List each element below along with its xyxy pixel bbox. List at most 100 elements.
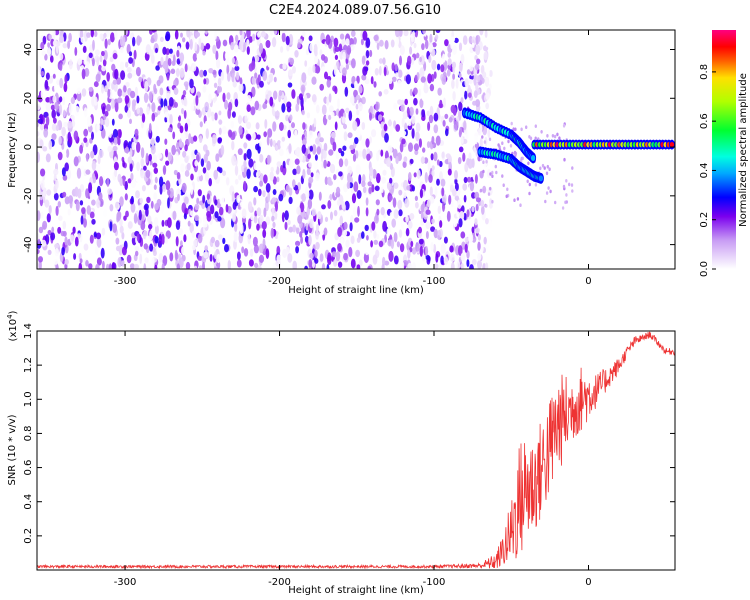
noise-speckle xyxy=(133,49,137,60)
noise-speckle xyxy=(190,102,194,112)
noise-speckle xyxy=(469,264,474,269)
noise-speckle xyxy=(337,243,342,252)
noise-speckle xyxy=(218,234,223,241)
noise-speckle xyxy=(42,146,48,152)
noise-speckle xyxy=(513,150,517,155)
spectrogram-x-tick-label: 0 xyxy=(585,276,591,287)
noise-speckle xyxy=(128,57,134,64)
noise-speckle xyxy=(124,180,128,191)
noise-speckle xyxy=(286,101,292,109)
noise-speckle xyxy=(294,129,298,137)
snr-y-axis: 0.2 0.4 0.6 0.8 1.0 1.2 1.4 xyxy=(23,323,675,544)
noise-speckle xyxy=(96,237,102,248)
noise-speckle xyxy=(267,90,272,97)
noise-speckle xyxy=(109,221,113,232)
noise-speckle xyxy=(412,262,416,269)
noise-speckle xyxy=(437,205,441,215)
noise-speckle xyxy=(171,144,176,156)
noise-speckle xyxy=(425,231,429,239)
noise-speckle xyxy=(427,160,431,172)
noise-speckle xyxy=(377,114,383,122)
noise-speckle xyxy=(306,98,309,104)
noise-speckle xyxy=(243,153,247,161)
noise-speckle xyxy=(66,168,72,180)
noise-speckle xyxy=(79,200,84,206)
noise-speckle xyxy=(372,254,378,265)
noise-speckle xyxy=(52,56,57,64)
noise-speckle xyxy=(68,32,72,43)
noise-speckle xyxy=(477,252,482,261)
noise-speckle xyxy=(134,128,139,137)
noise-speckle xyxy=(334,121,338,131)
noise-speckle xyxy=(421,109,426,118)
noise-speckle xyxy=(158,233,162,245)
noise-speckle xyxy=(251,46,255,53)
noise-speckle xyxy=(68,59,73,70)
noise-speckle xyxy=(310,172,314,178)
noise-speckle xyxy=(273,90,278,100)
noise-speckle xyxy=(126,43,131,55)
noise-speckle xyxy=(74,105,80,117)
noise-speckle xyxy=(148,123,152,134)
noise-speckle xyxy=(380,186,384,193)
noise-speckle xyxy=(280,140,285,149)
noise-speckle xyxy=(165,31,171,41)
noise-speckle xyxy=(352,153,357,162)
noise-speckle xyxy=(154,217,159,227)
noise-speckle xyxy=(205,171,209,183)
noise-speckle xyxy=(190,210,194,217)
spectrogram-y-tick-label: -20 xyxy=(23,188,34,204)
noise-speckle xyxy=(363,252,369,264)
noise-speckle xyxy=(418,88,422,97)
noise-speckle xyxy=(295,240,301,247)
noise-speckle xyxy=(70,96,76,105)
noise-speckle xyxy=(197,255,203,261)
noise-speckle xyxy=(153,167,158,174)
noise-speckle xyxy=(358,174,362,185)
noise-speckle xyxy=(283,95,288,105)
noise-speckle xyxy=(107,88,111,98)
noise-speckle xyxy=(67,208,71,216)
noise-speckle xyxy=(301,212,307,218)
noise-speckle xyxy=(145,235,151,244)
noise-speckle xyxy=(288,69,293,77)
noise-speckle xyxy=(39,139,44,149)
snr-x-tick-label: -300 xyxy=(114,577,137,588)
noise-speckle xyxy=(45,153,51,163)
noise-speckle xyxy=(466,259,470,268)
noise-speckle xyxy=(309,42,315,52)
noise-speckle xyxy=(482,156,488,168)
noise-speckle xyxy=(458,72,462,79)
noise-speckle xyxy=(197,169,202,177)
noise-speckle xyxy=(336,186,341,195)
noise-speckle xyxy=(136,95,140,104)
noise-speckle xyxy=(304,265,308,269)
noise-speckle xyxy=(351,30,356,37)
noise-speckle xyxy=(460,231,466,239)
noise-speckle xyxy=(391,62,395,72)
noise-speckle xyxy=(338,158,344,168)
noise-speckle xyxy=(483,51,488,61)
noise-speckle xyxy=(189,222,194,234)
noise-speckle xyxy=(458,101,463,112)
noise-speckle xyxy=(289,57,295,66)
noise-speckle xyxy=(206,193,210,200)
noise-speckle xyxy=(104,117,110,128)
noise-speckle xyxy=(139,253,143,264)
noise-speckle xyxy=(312,144,317,155)
noise-speckle xyxy=(157,153,163,159)
noise-speckle xyxy=(435,253,439,263)
snr-y-tick-label: 0.8 xyxy=(23,425,34,441)
noise-speckle xyxy=(160,202,165,214)
noise-speckle xyxy=(79,144,83,154)
noise-speckle xyxy=(270,166,274,173)
noise-speckle xyxy=(483,140,487,144)
noise-speckle xyxy=(134,245,140,252)
noise-speckle xyxy=(458,62,463,73)
spectrogram-y-tick-label: -40 xyxy=(23,236,34,252)
noise-speckle xyxy=(400,218,405,230)
track-mark xyxy=(538,175,544,182)
noise-speckle xyxy=(195,95,199,106)
noise-speckle xyxy=(238,41,243,51)
snr-y-tick-label: 1.0 xyxy=(23,391,34,407)
